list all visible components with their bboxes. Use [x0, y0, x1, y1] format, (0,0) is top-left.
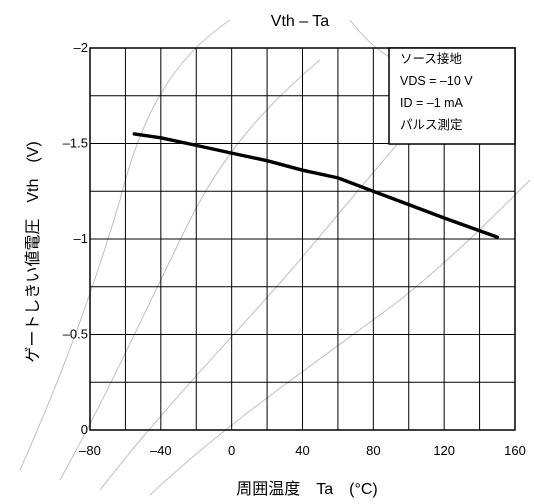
grid [90, 48, 515, 430]
x-axis-label: 周囲温度 Ta (°C) [236, 480, 378, 498]
vth-curve [132, 132, 499, 239]
y-tick-label: –0.5 [63, 327, 88, 342]
chart-title: Vth – Ta [271, 13, 330, 30]
x-tick-label: –80 [79, 443, 101, 458]
plot-frame [89, 47, 516, 431]
y-tick-label: –2 [74, 40, 88, 55]
x-tick-label: 0 [228, 443, 235, 458]
x-tick-label: 40 [295, 443, 309, 458]
x-tick-label: 160 [504, 443, 526, 458]
condition-vds: VDS = –10 V [400, 74, 473, 88]
y-axis-label: ゲートしきい値電圧 Vth (V) [24, 141, 42, 362]
conditions-box [388, 47, 516, 145]
x-tick-label: –40 [150, 443, 172, 458]
condition-id: ID = –1 mA [400, 96, 464, 110]
condition-source: ソース接地 [400, 51, 462, 66]
y-axis-ticks: 0 –0.5 –1 –1.5 –2 [63, 40, 88, 437]
x-axis-ticks: –80 –40 0 40 80 120 160 [79, 443, 526, 458]
y-tick-label: –1.5 [63, 136, 88, 151]
y-tick-label: 0 [81, 422, 88, 437]
y-tick-label: –1 [74, 231, 88, 246]
x-tick-label: 80 [366, 443, 380, 458]
condition-pulse: パルス測定 [400, 117, 463, 132]
x-tick-label: 120 [433, 443, 455, 458]
